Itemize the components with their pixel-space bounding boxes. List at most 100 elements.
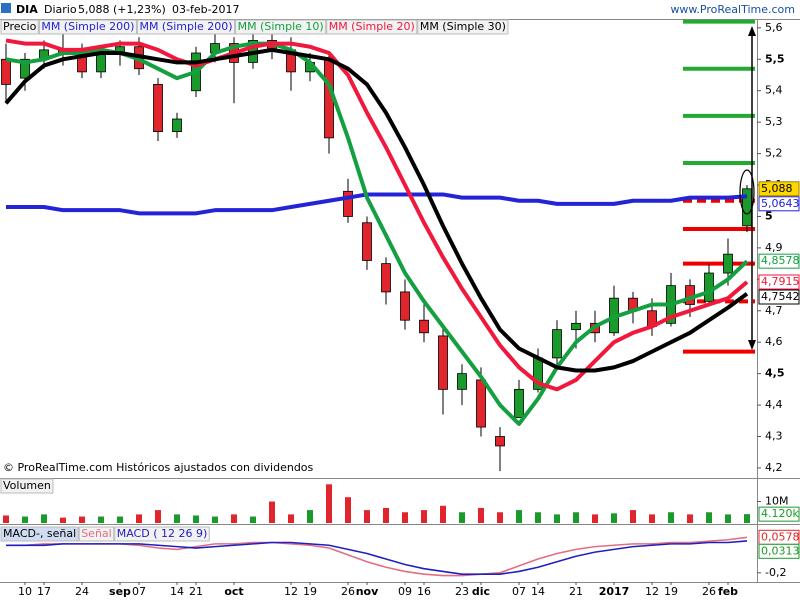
- last-quote: 5,088 (+1,23%): [78, 3, 166, 16]
- legend-text: MM (Simple 10): [238, 20, 324, 33]
- candle-body: [723, 253, 733, 274]
- volume-bar: [345, 497, 351, 523]
- legend-text: MM (Simple 200): [41, 20, 134, 33]
- note: © ProRealTime.com Históricos ajustados c…: [3, 461, 314, 474]
- x-tick-label: 21: [189, 585, 203, 598]
- candle-body: [419, 319, 429, 334]
- moving-average: [4, 47, 749, 373]
- y-tick-label: 4,6: [765, 335, 783, 348]
- x-tick-label: 23: [455, 585, 469, 598]
- volume-bar: [497, 512, 503, 523]
- last-value-box: [758, 274, 800, 290]
- highlight-ellipse: [739, 169, 755, 215]
- legend-box: [78, 526, 115, 542]
- x-tick-label: 21: [569, 585, 583, 598]
- legend-box: [0, 478, 54, 494]
- legend-box: [326, 19, 418, 35]
- legend-text: Precio: [3, 20, 37, 33]
- x-tick-label: dic: [472, 585, 490, 598]
- x-tick-label: 19: [303, 585, 317, 598]
- x-tick-label: 26: [341, 585, 355, 598]
- last-value-label: 4,7542: [761, 290, 800, 303]
- last-value-label: 0,0313: [761, 544, 800, 557]
- x-tick-label: 2017: [599, 585, 630, 598]
- volume-bar: [250, 516, 256, 523]
- volume-bar: [326, 484, 332, 523]
- y-tick-label: 10M: [765, 495, 789, 508]
- volume-bar: [687, 514, 693, 523]
- last-value-label: 4.120k: [761, 507, 799, 520]
- legend-text: MM (Simple 200): [139, 20, 232, 33]
- period: Diario: [44, 3, 77, 16]
- volume-bar: [421, 510, 427, 523]
- y-tick-label: 4,4: [765, 398, 783, 411]
- last-value-box: [758, 289, 800, 305]
- volume-bar: [212, 516, 218, 523]
- volume-bar: [383, 507, 389, 523]
- y-tick-label: 5,4: [765, 84, 783, 97]
- candle-body: [400, 291, 410, 321]
- candle-body: [571, 322, 581, 331]
- legend-text: MM (Simple 30): [420, 20, 506, 33]
- candle-body: [704, 272, 714, 302]
- candle-body: [552, 329, 562, 359]
- x-tick-label: 12: [284, 585, 298, 598]
- x-tick-label: 07: [132, 585, 146, 598]
- volume-bar: [649, 514, 655, 523]
- volume-bar: [668, 512, 674, 523]
- date: 03-feb-2017: [172, 3, 240, 16]
- volume-bar: [193, 515, 199, 523]
- moving-average: [5, 38, 749, 392]
- x-tick-label: 12: [645, 585, 659, 598]
- last-value-label: 5,0643: [761, 197, 800, 210]
- y-tick-label: 4,2: [765, 461, 783, 474]
- volume-bar: [174, 514, 180, 523]
- last-value-box: [758, 253, 800, 269]
- macd-line: [6, 540, 748, 575]
- symbol-icon: [1, 3, 11, 13]
- y-tick-label: -0,2: [765, 566, 786, 579]
- volume-bar: [402, 512, 408, 523]
- x-tick-label: nov: [356, 585, 379, 598]
- legend-text: MACD ( 12 26 9): [117, 527, 208, 540]
- x-tick-label: 17: [37, 585, 51, 598]
- x-tick-label: 10: [18, 585, 32, 598]
- volume-bar: [516, 510, 522, 523]
- candle-body: [362, 222, 372, 261]
- x-tick-label: 14: [170, 585, 184, 598]
- y-tick-label: 5: [765, 209, 773, 222]
- candle-body: [343, 190, 353, 217]
- legend-text: MM (Simple 20): [329, 20, 415, 33]
- legend-text: MACD-, señal: [3, 527, 76, 540]
- volume-bar: [288, 514, 294, 523]
- y-tick-label: 5,2: [765, 147, 783, 160]
- last-value-label: 4,8578: [761, 254, 800, 267]
- volume-bar: [60, 517, 66, 523]
- candle-body: [438, 335, 448, 390]
- volume-bar: [3, 515, 9, 523]
- plot: 5,65,55,45,35,25,154,94,84,74,64,54,44,3…: [0, 19, 800, 598]
- candle-body: [476, 379, 486, 428]
- legend-box: [136, 19, 236, 35]
- legend-box: [235, 19, 327, 35]
- last-value-box: [758, 506, 800, 522]
- volume-bar: [307, 510, 313, 523]
- legend-box: [0, 526, 79, 542]
- y-tick-label: 5,5: [765, 52, 785, 65]
- legend-text: Volumen: [3, 479, 51, 492]
- candle-body: [495, 436, 505, 447]
- candle-body: [96, 52, 106, 73]
- volume-bar: [364, 510, 370, 523]
- volume-bar: [136, 514, 142, 523]
- y-tick-label: 4,3: [765, 430, 783, 443]
- volume-bar: [269, 501, 275, 523]
- x-tick-label: 16: [417, 585, 431, 598]
- x-tick-label: 07: [512, 585, 526, 598]
- candle-body: [20, 58, 30, 79]
- volume-bar: [41, 514, 47, 523]
- volume-bar: [630, 510, 636, 523]
- legend-box: [417, 19, 509, 35]
- x-tick-label: 09: [398, 585, 412, 598]
- candle-body: [457, 373, 467, 390]
- source: www.ProRealTime.com: [670, 3, 795, 16]
